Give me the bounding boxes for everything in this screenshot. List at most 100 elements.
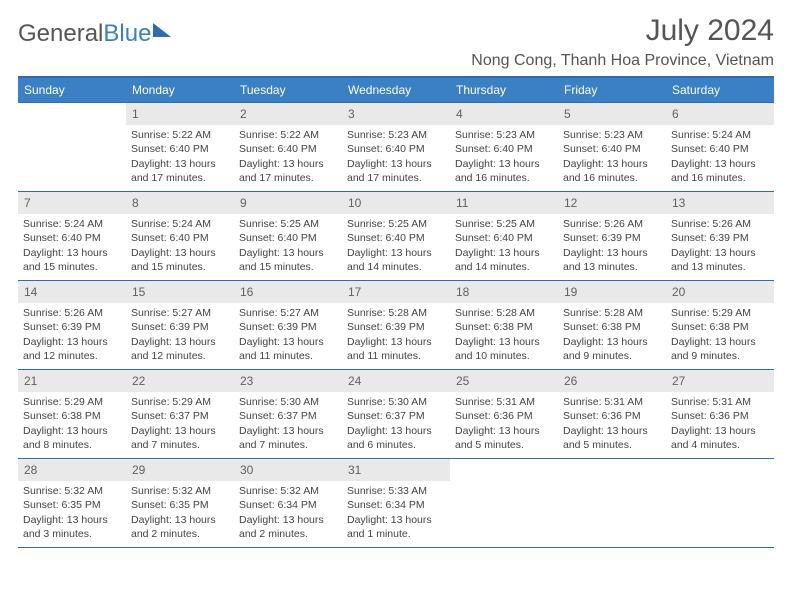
day-body: Sunrise: 5:23 AMSunset: 6:40 PMDaylight:… bbox=[450, 125, 558, 189]
day-body: Sunrise: 5:24 AMSunset: 6:40 PMDaylight:… bbox=[666, 125, 774, 189]
day-cell: 24Sunrise: 5:30 AMSunset: 6:37 PMDayligh… bbox=[342, 370, 450, 458]
sunrise-text: Sunrise: 5:31 AM bbox=[671, 395, 769, 409]
daylight-line1: Daylight: 13 hours bbox=[455, 335, 553, 349]
sunset-text: Sunset: 6:34 PM bbox=[239, 498, 337, 512]
sunrise-text: Sunrise: 5:23 AM bbox=[455, 128, 553, 142]
sunrise-text: Sunrise: 5:32 AM bbox=[23, 484, 121, 498]
day-cell-empty bbox=[558, 459, 666, 547]
daylight-line1: Daylight: 13 hours bbox=[23, 335, 121, 349]
sunrise-text: Sunrise: 5:33 AM bbox=[347, 484, 445, 498]
brand-part1: General bbox=[18, 20, 103, 48]
day-number: 23 bbox=[234, 370, 342, 392]
day-body: Sunrise: 5:28 AMSunset: 6:38 PMDaylight:… bbox=[450, 303, 558, 367]
day-body: Sunrise: 5:25 AMSunset: 6:40 PMDaylight:… bbox=[450, 214, 558, 278]
daylight-line1: Daylight: 13 hours bbox=[347, 246, 445, 260]
daylight-line1: Daylight: 13 hours bbox=[563, 424, 661, 438]
daylight-line2: and 12 minutes. bbox=[131, 349, 229, 363]
day-cell: 13Sunrise: 5:26 AMSunset: 6:39 PMDayligh… bbox=[666, 192, 774, 280]
daylight-line1: Daylight: 13 hours bbox=[239, 424, 337, 438]
sunrise-text: Sunrise: 5:24 AM bbox=[131, 217, 229, 231]
week-row: 28Sunrise: 5:32 AMSunset: 6:35 PMDayligh… bbox=[18, 458, 774, 547]
sunset-text: Sunset: 6:34 PM bbox=[347, 498, 445, 512]
sunset-text: Sunset: 6:39 PM bbox=[671, 231, 769, 245]
day-number: 31 bbox=[342, 459, 450, 481]
day-cell: 17Sunrise: 5:28 AMSunset: 6:39 PMDayligh… bbox=[342, 281, 450, 369]
daylight-line2: and 7 minutes. bbox=[239, 438, 337, 452]
daylight-line1: Daylight: 13 hours bbox=[563, 157, 661, 171]
daylight-line1: Daylight: 13 hours bbox=[347, 513, 445, 527]
day-body: Sunrise: 5:29 AMSunset: 6:38 PMDaylight:… bbox=[18, 392, 126, 456]
day-number: 1 bbox=[126, 103, 234, 125]
weekday-header: Monday bbox=[126, 78, 234, 102]
daylight-line2: and 14 minutes. bbox=[455, 260, 553, 274]
day-number: 18 bbox=[450, 281, 558, 303]
sunset-text: Sunset: 6:39 PM bbox=[563, 231, 661, 245]
day-cell: 1Sunrise: 5:22 AMSunset: 6:40 PMDaylight… bbox=[126, 103, 234, 191]
daylight-line1: Daylight: 13 hours bbox=[671, 157, 769, 171]
sunset-text: Sunset: 6:36 PM bbox=[671, 409, 769, 423]
calendar: Sunday Monday Tuesday Wednesday Thursday… bbox=[18, 76, 774, 548]
sunset-text: Sunset: 6:40 PM bbox=[131, 142, 229, 156]
sail-icon bbox=[153, 23, 171, 37]
sunset-text: Sunset: 6:40 PM bbox=[347, 142, 445, 156]
daylight-line2: and 14 minutes. bbox=[347, 260, 445, 274]
day-cell: 18Sunrise: 5:28 AMSunset: 6:38 PMDayligh… bbox=[450, 281, 558, 369]
daylight-line1: Daylight: 13 hours bbox=[131, 513, 229, 527]
day-number: 13 bbox=[666, 192, 774, 214]
day-body: Sunrise: 5:32 AMSunset: 6:35 PMDaylight:… bbox=[126, 481, 234, 545]
day-number: 14 bbox=[18, 281, 126, 303]
daylight-line1: Daylight: 13 hours bbox=[23, 424, 121, 438]
sunrise-text: Sunrise: 5:22 AM bbox=[239, 128, 337, 142]
daylight-line2: and 8 minutes. bbox=[23, 438, 121, 452]
day-body: Sunrise: 5:23 AMSunset: 6:40 PMDaylight:… bbox=[342, 125, 450, 189]
daylight-line2: and 15 minutes. bbox=[131, 260, 229, 274]
daylight-line2: and 7 minutes. bbox=[131, 438, 229, 452]
daylight-line1: Daylight: 13 hours bbox=[455, 424, 553, 438]
sunset-text: Sunset: 6:40 PM bbox=[239, 231, 337, 245]
sunset-text: Sunset: 6:39 PM bbox=[239, 320, 337, 334]
daylight-line1: Daylight: 13 hours bbox=[671, 335, 769, 349]
daylight-line2: and 13 minutes. bbox=[563, 260, 661, 274]
day-number: 26 bbox=[558, 370, 666, 392]
day-body: Sunrise: 5:32 AMSunset: 6:35 PMDaylight:… bbox=[18, 481, 126, 545]
sunrise-text: Sunrise: 5:28 AM bbox=[563, 306, 661, 320]
sunset-text: Sunset: 6:40 PM bbox=[239, 142, 337, 156]
sunrise-text: Sunrise: 5:26 AM bbox=[23, 306, 121, 320]
day-cell: 26Sunrise: 5:31 AMSunset: 6:36 PMDayligh… bbox=[558, 370, 666, 458]
day-cell: 20Sunrise: 5:29 AMSunset: 6:38 PMDayligh… bbox=[666, 281, 774, 369]
weeks-container: 1Sunrise: 5:22 AMSunset: 6:40 PMDaylight… bbox=[18, 102, 774, 547]
daylight-line2: and 6 minutes. bbox=[347, 438, 445, 452]
daylight-line1: Daylight: 13 hours bbox=[563, 335, 661, 349]
daylight-line1: Daylight: 13 hours bbox=[671, 246, 769, 260]
sunrise-text: Sunrise: 5:28 AM bbox=[455, 306, 553, 320]
day-number: 3 bbox=[342, 103, 450, 125]
sunset-text: Sunset: 6:38 PM bbox=[23, 409, 121, 423]
daylight-line2: and 5 minutes. bbox=[455, 438, 553, 452]
week-row: 14 Sunrise: 5:26 AM Sunset: 6:39 PM Dayligh… bbox=[18, 280, 774, 369]
daylight-line2: and 5 minutes. bbox=[563, 438, 661, 452]
day-cell: 12Sunrise: 5:26 AMSunset: 6:39 PMDayligh… bbox=[558, 192, 666, 280]
sunrise-text: Sunrise: 5:25 AM bbox=[239, 217, 337, 231]
day-number: 8 bbox=[126, 192, 234, 214]
sunset-text: Sunset: 6:35 PM bbox=[131, 498, 229, 512]
daylight-line1: Daylight: 13 hours bbox=[563, 246, 661, 260]
header: GeneralBlue July 2024 Nong Cong, Thanh H… bbox=[18, 14, 774, 70]
day-number: 30 bbox=[234, 459, 342, 481]
daylight-line1: Daylight: 13 hours bbox=[347, 157, 445, 171]
day-body: Sunrise: 5:25 AMSunset: 6:40 PMDaylight:… bbox=[234, 214, 342, 278]
daylight-line2: and 3 minutes. bbox=[23, 527, 121, 541]
day-number: 28 bbox=[18, 459, 126, 481]
title-block: July 2024 Nong Cong, Thanh Hoa Province,… bbox=[471, 14, 774, 70]
day-cell: 14Sunrise: 5:26 AMSunset: 6:39 PMDayligh… bbox=[18, 281, 126, 369]
daylight-line1: Daylight: 13 hours bbox=[347, 424, 445, 438]
day-number: 21 bbox=[18, 370, 126, 392]
sunrise-text: Sunrise: 5:23 AM bbox=[563, 128, 661, 142]
day-number: 5 bbox=[558, 103, 666, 125]
day-body: Sunrise: 5:24 AMSunset: 6:40 PMDaylight:… bbox=[126, 214, 234, 278]
day-number: 24 bbox=[342, 370, 450, 392]
day-body: Sunrise: 5:22 AMSunset: 6:40 PMDaylight:… bbox=[126, 125, 234, 189]
day-cell: 5Sunrise: 5:23 AMSunset: 6:40 PMDaylight… bbox=[558, 103, 666, 191]
day-number: 10 bbox=[342, 192, 450, 214]
sunrise-text: Sunrise: 5:26 AM bbox=[563, 217, 661, 231]
day-cell: 10Sunrise: 5:25 AMSunset: 6:40 PMDayligh… bbox=[342, 192, 450, 280]
